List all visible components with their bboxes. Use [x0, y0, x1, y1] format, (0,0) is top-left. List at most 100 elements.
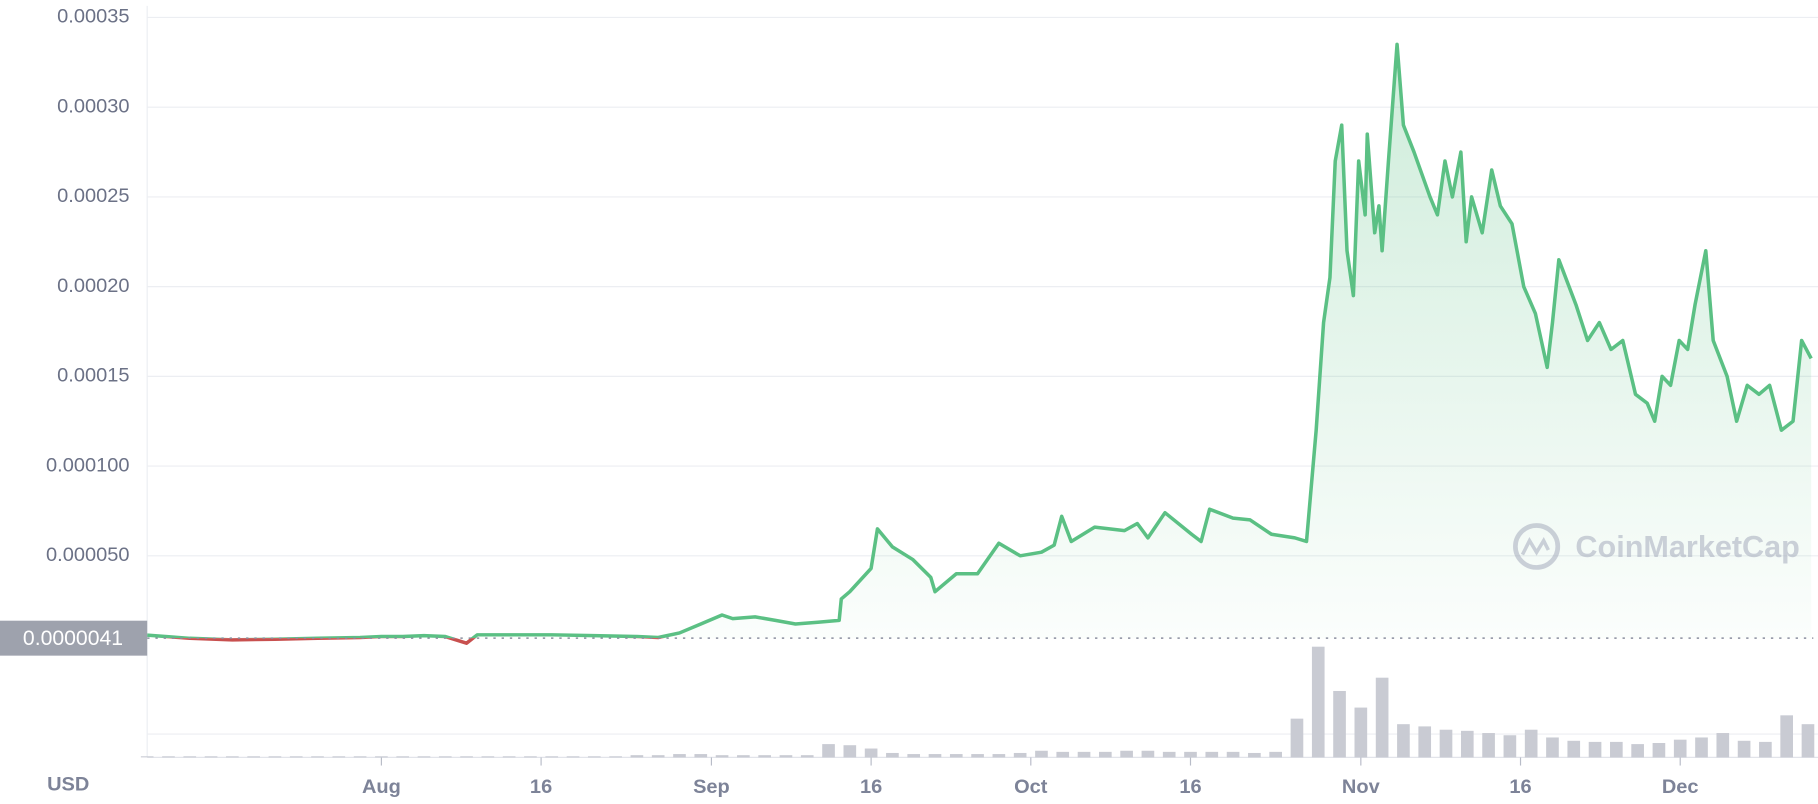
volume-bar — [1567, 740, 1581, 758]
volume-bar — [1290, 718, 1304, 758]
volume-bar — [822, 744, 835, 758]
currency-label: USD — [47, 774, 89, 796]
volume-bar — [1588, 741, 1602, 758]
volume-bar — [183, 756, 197, 758]
volume-bar — [268, 756, 282, 758]
volume-bar — [247, 756, 260, 758]
volume-bar — [1205, 751, 1219, 758]
volume-bar — [1397, 724, 1410, 758]
volume-bar — [332, 756, 346, 758]
volume-bar — [1184, 751, 1197, 758]
volume-bar — [886, 752, 899, 758]
x-tick-label: Dec — [1662, 776, 1699, 798]
volume-bar — [481, 756, 495, 758]
volume-bar — [1524, 729, 1538, 758]
volume-bar — [928, 754, 942, 758]
volume-bar — [1652, 743, 1666, 758]
volume-bar — [694, 754, 708, 758]
volume-bar — [524, 756, 537, 758]
y-tick-label: 0.00025 — [57, 185, 129, 207]
volume-bar — [1759, 741, 1772, 758]
watermark-logo-mark — [1520, 537, 1550, 556]
volume-bar — [1737, 740, 1751, 758]
y-tick-label: 0.000050 — [46, 544, 129, 566]
volume-bar — [630, 755, 644, 758]
volume-bar — [949, 754, 963, 758]
current-price-label: 0.0000041 — [23, 627, 123, 650]
volume-bar — [1610, 741, 1623, 758]
current-price-box — [0, 620, 148, 656]
volume-bar — [907, 754, 921, 758]
volume-bar — [162, 756, 175, 758]
volume-bar — [311, 756, 324, 758]
volume-bar — [353, 756, 367, 758]
volume-bar — [1269, 751, 1282, 758]
volume-bar — [438, 756, 452, 758]
x-tick-label: Nov — [1342, 776, 1380, 798]
x-tick-label: 16 — [1179, 776, 1201, 798]
volume-bar — [673, 754, 686, 758]
x-tick-label: Sep — [693, 776, 730, 798]
volume-bar — [1460, 730, 1474, 758]
volume-bar — [1354, 707, 1368, 758]
volume-bar — [1226, 751, 1240, 758]
volume-bar — [843, 745, 857, 758]
x-tick-label: 16 — [860, 776, 882, 798]
volume-bar — [1439, 729, 1453, 758]
volume-bar — [545, 756, 559, 758]
volume-bar — [779, 755, 793, 758]
watermark: CoinMarketCap — [1513, 523, 1800, 570]
volume-bar — [566, 756, 580, 758]
volume-bar — [289, 756, 303, 758]
volume-bar — [1673, 739, 1687, 758]
price-area — [147, 44, 1812, 644]
volume-bar — [992, 754, 1006, 758]
volume-bar — [609, 756, 622, 758]
volume-bar — [1120, 750, 1133, 758]
x-tick-label: 16 — [530, 776, 552, 798]
volume-bar — [1780, 715, 1794, 758]
volume-bar — [1248, 752, 1261, 758]
y-tick-label: 0.00015 — [57, 365, 129, 387]
volume-bar — [737, 755, 750, 758]
x-tick-label: Oct — [1014, 776, 1048, 798]
y-tick-label: 0.00020 — [57, 275, 129, 297]
volume-bar — [1035, 750, 1048, 758]
x-tick-label: 16 — [1509, 776, 1531, 798]
volume-bar — [1546, 737, 1559, 758]
volume-bar — [800, 755, 814, 758]
volume-bar — [417, 756, 431, 758]
volume-bar — [502, 756, 516, 758]
volume-bar — [140, 756, 154, 758]
volume-bar — [226, 756, 239, 758]
y-tick-label: 0.00035 — [57, 6, 129, 28]
watermark-logo — [1513, 523, 1561, 570]
y-tick-label: 0.000100 — [46, 454, 129, 476]
volume-bar — [1099, 751, 1112, 758]
volume-bar — [715, 755, 729, 758]
volume-bar — [204, 756, 218, 758]
volume-bar — [1056, 751, 1070, 758]
y-tick-label: 0.00030 — [57, 96, 129, 118]
volume-bar — [758, 755, 771, 758]
volume-bar — [1503, 735, 1517, 758]
volume-bar — [1141, 750, 1155, 758]
volume-bar — [651, 755, 665, 758]
volume-bar — [375, 756, 388, 758]
volume-bar — [1482, 733, 1495, 758]
volume-bar — [1631, 744, 1644, 758]
volume-bar — [587, 756, 601, 758]
volume-bar — [460, 756, 473, 758]
volume-bar — [1375, 677, 1389, 758]
volume-bar — [1333, 690, 1346, 758]
volume-bar — [396, 756, 410, 758]
volume-bar — [1311, 646, 1325, 758]
volume-bar — [1162, 751, 1176, 758]
volume-bar — [1077, 751, 1091, 758]
price-line — [147, 42, 1813, 639]
watermark-text: CoinMarketCap — [1575, 530, 1799, 564]
volume-bar — [1801, 724, 1815, 758]
volume-bar — [1716, 733, 1730, 758]
volume-bar — [1695, 737, 1708, 758]
